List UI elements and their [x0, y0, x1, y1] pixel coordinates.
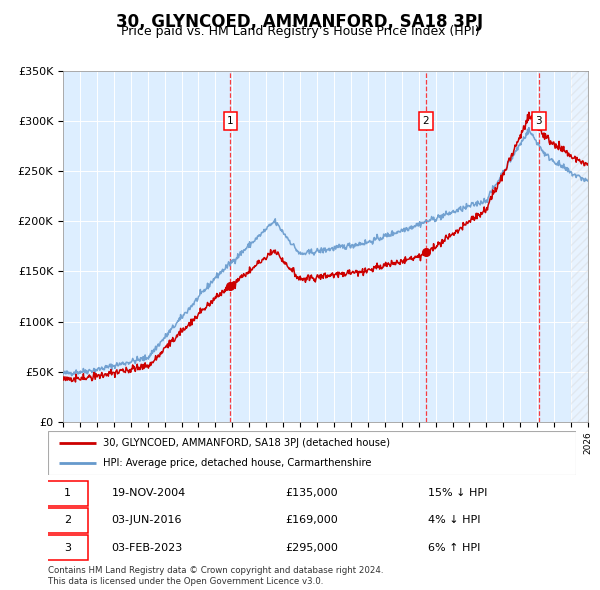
Text: 6% ↑ HPI: 6% ↑ HPI	[428, 543, 481, 553]
FancyBboxPatch shape	[47, 535, 88, 560]
Text: 2: 2	[64, 516, 71, 525]
Text: 03-JUN-2016: 03-JUN-2016	[112, 516, 182, 525]
Text: 1: 1	[227, 116, 234, 126]
Text: Contains HM Land Registry data © Crown copyright and database right 2024.
This d: Contains HM Land Registry data © Crown c…	[48, 566, 383, 586]
Text: 30, GLYNCOED, AMMANFORD, SA18 3PJ: 30, GLYNCOED, AMMANFORD, SA18 3PJ	[116, 13, 484, 31]
Bar	[571, 71, 588, 422]
Text: Price paid vs. HM Land Registry’s House Price Index (HPI): Price paid vs. HM Land Registry’s House …	[121, 25, 479, 38]
FancyBboxPatch shape	[47, 481, 88, 506]
Text: 19-NOV-2004: 19-NOV-2004	[112, 488, 185, 498]
Text: 1: 1	[64, 488, 71, 498]
Text: HPI: Average price, detached house, Carmarthenshire: HPI: Average price, detached house, Carm…	[103, 458, 372, 468]
Text: 03-FEB-2023: 03-FEB-2023	[112, 543, 182, 553]
Text: 3: 3	[535, 116, 542, 126]
Text: 2: 2	[422, 116, 429, 126]
Text: 3: 3	[64, 543, 71, 553]
Text: 15% ↓ HPI: 15% ↓ HPI	[428, 488, 488, 498]
Text: £135,000: £135,000	[286, 488, 338, 498]
Text: £169,000: £169,000	[286, 516, 338, 525]
Text: 4% ↓ HPI: 4% ↓ HPI	[428, 516, 481, 525]
Text: £295,000: £295,000	[286, 543, 338, 553]
FancyBboxPatch shape	[47, 508, 88, 533]
Text: 30, GLYNCOED, AMMANFORD, SA18 3PJ (detached house): 30, GLYNCOED, AMMANFORD, SA18 3PJ (detac…	[103, 438, 391, 448]
